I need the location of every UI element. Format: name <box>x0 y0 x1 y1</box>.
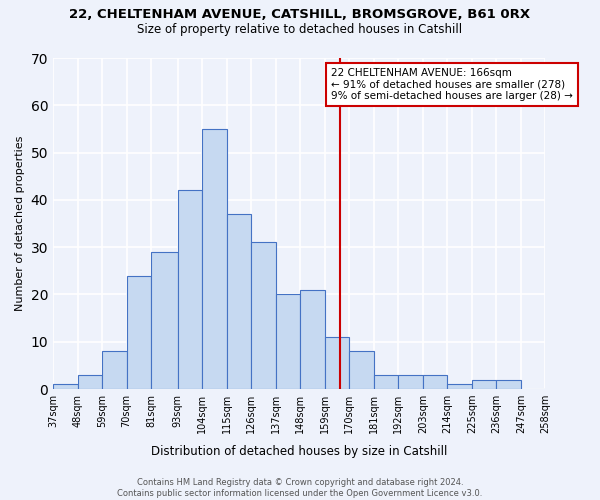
Text: Contains HM Land Registry data © Crown copyright and database right 2024.
Contai: Contains HM Land Registry data © Crown c… <box>118 478 482 498</box>
Bar <box>102 351 127 389</box>
Bar <box>423 375 448 389</box>
Bar <box>276 294 301 389</box>
Text: 22 CHELTENHAM AVENUE: 166sqm
← 91% of detached houses are smaller (278)
9% of se: 22 CHELTENHAM AVENUE: 166sqm ← 91% of de… <box>331 68 573 101</box>
Bar <box>202 129 227 389</box>
Bar <box>448 384 472 389</box>
Bar <box>325 337 349 389</box>
X-axis label: Distribution of detached houses by size in Catshill: Distribution of detached houses by size … <box>151 444 448 458</box>
Bar <box>349 351 374 389</box>
Bar <box>178 190 202 389</box>
Bar <box>472 380 496 389</box>
Bar <box>77 375 102 389</box>
Bar <box>251 242 276 389</box>
Y-axis label: Number of detached properties: Number of detached properties <box>15 136 25 311</box>
Bar <box>301 290 325 389</box>
Text: 22, CHELTENHAM AVENUE, CATSHILL, BROMSGROVE, B61 0RX: 22, CHELTENHAM AVENUE, CATSHILL, BROMSGR… <box>70 8 530 20</box>
Text: Size of property relative to detached houses in Catshill: Size of property relative to detached ho… <box>137 22 463 36</box>
Bar <box>151 252 178 389</box>
Bar <box>374 375 398 389</box>
Bar <box>127 276 151 389</box>
Bar <box>227 214 251 389</box>
Bar <box>496 380 521 389</box>
Bar <box>53 384 77 389</box>
Bar <box>398 375 423 389</box>
